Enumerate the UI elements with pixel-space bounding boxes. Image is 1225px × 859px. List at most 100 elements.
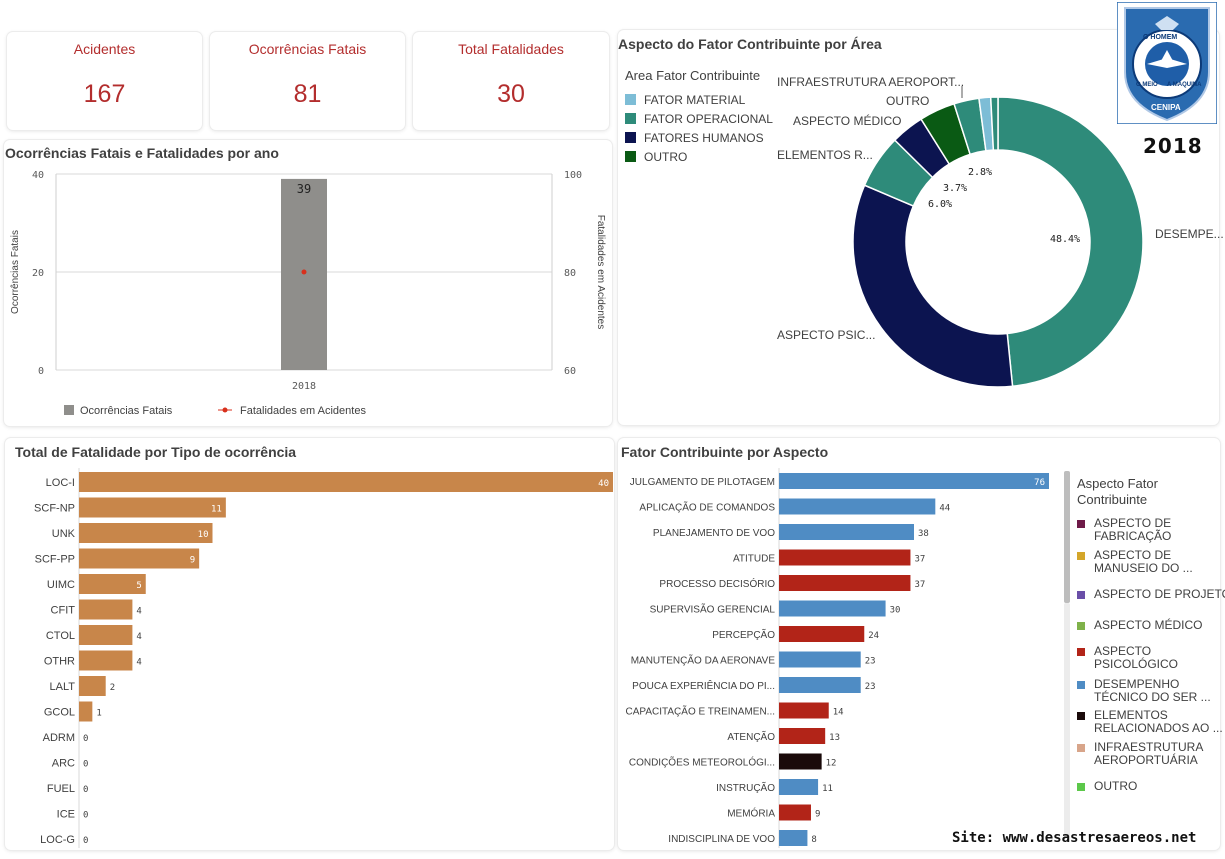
legend-swatch: [1077, 520, 1085, 528]
kpi-card-total-fatalidades[interactable]: Total Fatalidades 30: [413, 32, 609, 130]
bar-data-label: 39: [297, 182, 311, 196]
bar-value-label: 12: [826, 759, 837, 769]
legend-label: FABRICAÇÃO: [1094, 529, 1172, 543]
area-legend-item[interactable]: OUTRO: [625, 150, 687, 164]
slice-pct-label: 33.0%: [930, 276, 960, 287]
area-legend-title: Area Fator Contribuinte: [625, 68, 761, 83]
legend-label: TÉCNICO DO SER ...: [1094, 690, 1211, 704]
legend-swatch: [1077, 681, 1085, 689]
category-label: CAPACITAÇÃO E TREINAMEN...: [626, 705, 775, 718]
bar: [79, 701, 93, 722]
category-label: CONDIÇÕES METEOROLÓGI...: [629, 756, 775, 769]
legend-label: OUTRO: [1094, 779, 1138, 793]
legend-label: FATOR OPERACIONAL: [644, 112, 773, 126]
aspect-chart: JULGAMENTO DE PILOTAGEM 76 APLICAÇÃO DE CO…: [626, 468, 1049, 848]
bar-value-label: 5: [136, 581, 141, 591]
category-label: PERCEPÇÃO: [712, 628, 775, 641]
bar: [79, 497, 226, 518]
category-label: SUPERVISÃO GERENCIAL: [650, 603, 776, 616]
slice-label: OUTRO: [886, 94, 929, 108]
kpi-card-ocorrencias-fatais[interactable]: Ocorrências Fatais 81: [210, 32, 405, 130]
legend-label: AEROPORTUÁRIA: [1094, 753, 1198, 767]
bar: [79, 574, 146, 594]
bar: [779, 651, 861, 668]
slice-pct-label: 2.8%: [968, 167, 992, 178]
legend-swatch-ocorrencias: [64, 405, 74, 415]
y-tick-label: 20: [32, 268, 44, 279]
area-legend-item[interactable]: FATOR MATERIAL: [625, 93, 745, 107]
category-label: LOC-I: [46, 477, 75, 489]
bar-value-label: 11: [211, 505, 222, 515]
legend-label: ASPECTO: [1094, 644, 1152, 658]
category-label: ATITUDE: [733, 554, 775, 565]
bar-value-label: 0: [83, 734, 88, 744]
bar: [779, 473, 1049, 489]
category-label: UIMC: [47, 579, 75, 591]
bar: [779, 804, 811, 821]
category-label: FUEL: [47, 783, 75, 795]
area-legend-item[interactable]: FATORES HUMANOS: [625, 131, 764, 145]
legend-label: OUTRO: [644, 150, 688, 164]
category-label: PLANEJAMENTO DE VOO: [653, 528, 775, 539]
legend-label: ASPECTO MÉDICO: [1094, 618, 1203, 632]
bar-value-label: 76: [1034, 478, 1045, 488]
category-label: ICE: [57, 809, 75, 821]
category-label: MEMÓRIA: [727, 807, 775, 820]
bar: [779, 498, 936, 515]
legend-swatch: [625, 113, 636, 124]
category-label: MANUTENÇÃO DA AERONAVE: [631, 654, 776, 667]
logo-text-left: O MEIO: [1136, 82, 1158, 88]
kpi-value: 81: [293, 80, 322, 108]
bar-value-label: 0: [83, 760, 88, 770]
legend-swatch: [1077, 712, 1085, 720]
y-tick-label: 40: [32, 170, 44, 181]
y2-tick-label: 60: [564, 366, 576, 377]
legend-swatch: [1077, 783, 1085, 791]
kpi-value: 30: [497, 80, 525, 108]
aspect-legend-track[interactable]: [1064, 603, 1070, 838]
category-label: SCF-PP: [35, 554, 75, 566]
legend-label: FATOR MATERIAL: [644, 93, 746, 107]
bar-value-label: 4: [136, 607, 141, 617]
legend-swatch: [1077, 622, 1085, 630]
category-label: LOC-G: [40, 834, 75, 846]
kpi-card-acidentes[interactable]: Acidentes 167: [7, 32, 202, 130]
bar-value-label: 9: [815, 810, 820, 820]
bar: [779, 600, 886, 617]
category-label: ADRM: [43, 732, 75, 744]
yearly-chart: 0 20 40 60 80 100 39 2018 Ocorrências Fatais Fata…: [10, 170, 606, 417]
legend-label: PSICOLÓGICO: [1094, 657, 1179, 671]
category-label: INDISCIPLINA DE VOO: [668, 834, 775, 845]
aspect-legend-scrollbar[interactable]: [1064, 471, 1070, 603]
bar-value-label: 37: [914, 555, 925, 565]
y2-axis-label: Fatalidades em Acidentes: [595, 215, 606, 330]
slice-label: ASPECTO MÉDICO: [793, 113, 901, 128]
bar: [79, 650, 133, 671]
bar-value-label: 4: [136, 658, 141, 668]
bar-value-label: 11: [822, 784, 833, 794]
bar: [779, 779, 819, 795]
slice-label: ASPECTO PSIC...: [777, 328, 875, 342]
bar-value-label: 40: [598, 479, 609, 489]
category-label: JULGAMENTO DE PILOTAGEM: [630, 477, 775, 488]
bar-value-label: 13: [829, 733, 840, 743]
legend-label: MANUSEIO DO ...: [1094, 561, 1193, 575]
bar: [779, 702, 829, 719]
bar-value-label: 30: [890, 606, 901, 616]
aspect-chart-title: Fator Contribuinte por Aspecto: [621, 444, 829, 460]
x-tick-label: 2018: [292, 381, 316, 392]
slice-pct-label: 48.4%: [1050, 234, 1080, 245]
bar: [79, 676, 106, 696]
category-label: OTHR: [44, 656, 75, 668]
legend-label: RELACIONADOS AO ...: [1094, 721, 1223, 735]
legend-swatch: [1077, 648, 1085, 656]
logo-year: 2018: [1143, 134, 1203, 158]
aspect-legend-title: Aspecto Fator Contribuinte: [1077, 476, 1158, 507]
legend-label: INFRAESTRUTURA: [1094, 740, 1204, 754]
area-legend-item[interactable]: FATOR OPERACIONAL: [625, 112, 773, 126]
point-fatalidades: [301, 269, 307, 275]
kpi-label: Ocorrências Fatais: [248, 41, 367, 57]
bar-value-label: 4: [136, 632, 141, 642]
legend-swatch: [1077, 591, 1085, 599]
